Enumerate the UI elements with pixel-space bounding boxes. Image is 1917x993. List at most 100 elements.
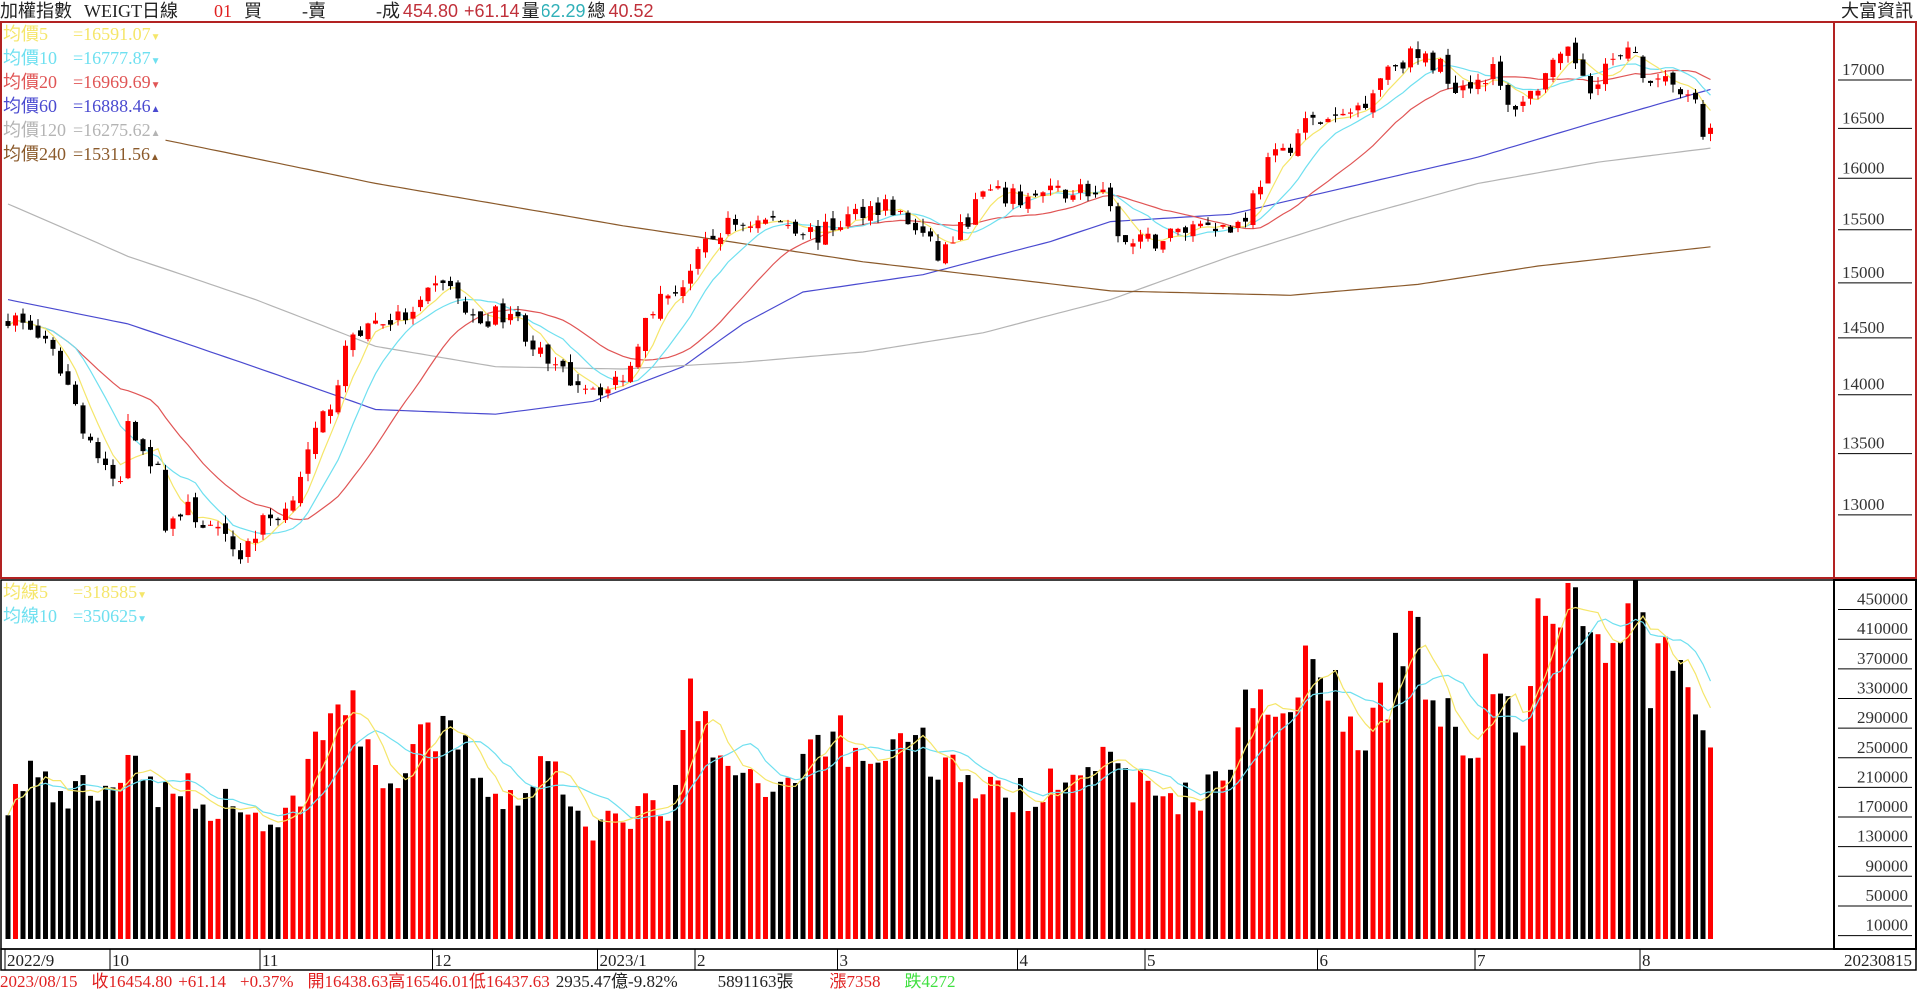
volume-bar [1123, 768, 1128, 939]
candle-down [568, 362, 573, 386]
candle-up [493, 306, 498, 325]
date-axis: 2022/9 10 11 12 2023/1 2 3 4 5 6 7 8 20230815 [0, 948, 1917, 971]
month-label: 8 [1642, 951, 1651, 970]
volume-bar [58, 791, 63, 939]
volume-bar [545, 761, 551, 939]
candle-down [1228, 226, 1233, 233]
volume-bar [995, 780, 1001, 939]
volume-tick-label: 10000 [1866, 916, 1909, 935]
candle-up [785, 225, 791, 227]
volume-bar [1130, 802, 1136, 939]
volume-bar [763, 796, 768, 939]
volume-tick-label: 50000 [1866, 886, 1909, 905]
volume-bar [785, 777, 791, 939]
candle-down [875, 202, 881, 215]
volume-bar [1280, 713, 1286, 939]
volume-tick-label: 290000 [1857, 708, 1908, 727]
volume-bar [1325, 700, 1331, 939]
candle-down [388, 320, 393, 325]
symbol-period[interactable]: WEIGT日線 [84, 1, 178, 21]
volume-bar [283, 807, 288, 939]
candle-down [193, 497, 198, 523]
legend-value: =16777.87 [73, 48, 151, 68]
month-label: 2022/9 [7, 951, 54, 970]
candle-up [980, 191, 986, 197]
volume-bar [965, 775, 971, 939]
price-axis-frame [1833, 21, 1917, 579]
volume-bar [1708, 747, 1713, 939]
candle-down [815, 225, 821, 243]
quote-header: 加權指數 WEIGT日線 01 買 -賣 -成 16454.80 +61.14 … [0, 0, 1917, 22]
candle-down [1400, 62, 1406, 69]
volume-bar [305, 758, 311, 939]
candle-down [485, 321, 491, 327]
volume-tick-label: 410000 [1857, 619, 1908, 638]
candle-up [823, 221, 828, 245]
candle-down [455, 282, 461, 299]
legend-label: 均價240 [3, 144, 66, 164]
volume-bar [1490, 694, 1496, 939]
volume-bar [1183, 782, 1188, 939]
candle-down [1093, 192, 1098, 195]
volume-bar [1355, 750, 1361, 939]
volume-bar [1393, 632, 1398, 939]
candle-down [238, 550, 243, 560]
candle-up [290, 500, 296, 511]
candle-down [1640, 56, 1646, 79]
candle-up [1610, 58, 1616, 60]
footer-down-count: 跌4272 [904, 972, 956, 991]
candle-up [305, 449, 311, 474]
price-ma-legend: 均價5 =16591.07▼ 均價10 =16777.87▼ 均價20 =16969.69… [3, 24, 161, 168]
volume-bar [1498, 693, 1503, 939]
candle-up [1438, 58, 1443, 72]
volume-bar [808, 739, 813, 939]
volume-label: 量 [521, 1, 540, 21]
candle-down [133, 421, 138, 441]
candle-up [1160, 241, 1166, 250]
candle-down [890, 199, 896, 216]
candle-up [1708, 127, 1713, 134]
candle-up [260, 515, 266, 535]
volume-bar [148, 776, 153, 939]
candle-up [1235, 221, 1241, 228]
candle-up [13, 315, 18, 326]
volume-bar [1625, 603, 1631, 939]
candle-up [1385, 66, 1391, 80]
volume-bar [1610, 643, 1616, 939]
volume-bar [1003, 797, 1008, 939]
candle-up [1378, 78, 1383, 90]
volume-bar [620, 822, 626, 939]
candle-up [118, 481, 123, 483]
price-tick-label: 14500 [1842, 318, 1885, 337]
volume-bar [703, 711, 708, 939]
candle-up [1543, 73, 1548, 90]
candle-up [1603, 63, 1608, 85]
volume-bar [1430, 700, 1436, 939]
candle-down [1318, 122, 1323, 124]
candle-down [28, 320, 33, 330]
candle-up [680, 287, 686, 297]
arrow-down-icon: ▼ [150, 56, 161, 67]
candle-down [1063, 189, 1068, 199]
volume-bar [275, 827, 281, 939]
volume-bars [5, 579, 1713, 939]
volume-bar [103, 785, 108, 939]
legend-value: =318585 [73, 582, 138, 602]
legend-label: 均價120 [3, 120, 66, 140]
month-label: 2023/1 [600, 951, 647, 970]
legend-label: 均線10 [3, 606, 57, 626]
volume-bar [208, 820, 213, 939]
candle-up [365, 323, 371, 340]
deal-value: 16454.80 [402, 1, 458, 21]
candle-up [883, 199, 888, 211]
volume-bar [1213, 771, 1218, 939]
footer-turnover: 2935.47億-9.82% [555, 972, 678, 991]
arrow-up-icon: ▲ [149, 152, 160, 163]
candle-up [868, 206, 873, 221]
volume-bar [748, 769, 753, 939]
volume-bar [1445, 698, 1451, 939]
date-axis-frame [0, 948, 1917, 971]
volume-bar [1513, 732, 1518, 939]
volume-bar [313, 731, 318, 939]
candle-down [1573, 42, 1578, 64]
